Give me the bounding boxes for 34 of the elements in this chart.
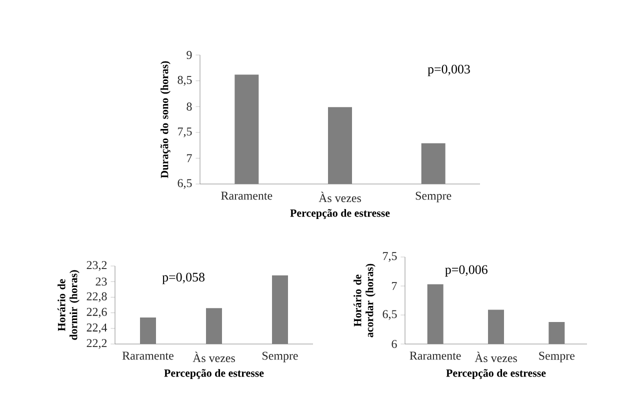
annotation: p=0,003 <box>428 64 470 76</box>
y-tick-label: 7 <box>187 154 192 162</box>
y-tick-label: 22,2 <box>86 339 107 349</box>
x-tick-label: Às vezes <box>474 352 517 362</box>
x-tick-label: Raramente <box>122 352 174 360</box>
y-tick-label: 22,8 <box>86 292 107 302</box>
x-tick-label: Às vezes <box>318 192 361 202</box>
y-tick-label: 6 <box>392 340 397 348</box>
y-tick-label: 6,5 <box>382 310 397 320</box>
y-tick-label: 22,6 <box>86 308 107 318</box>
x-tick-label: Sempre <box>262 352 298 362</box>
x-tick-label: Sempre <box>539 352 575 362</box>
x-tick-label: Raramente <box>410 352 461 360</box>
y-tick-label: 7 <box>392 282 397 290</box>
y-tick-label: 9 <box>186 50 192 60</box>
y-tick-label: 8 <box>186 102 192 111</box>
y-tick-label: 23 <box>96 278 107 286</box>
y-tick-label: 6,5 <box>178 179 192 189</box>
x-tick-label: Sempre <box>416 192 452 202</box>
x-axis-title: Percepção de estresse <box>164 369 264 380</box>
y-tick-label: 8,5 <box>178 76 192 86</box>
x-tick-label: Às vezes <box>192 352 235 362</box>
x-tick-label: Raramente <box>221 192 272 200</box>
x-axis-title: Percepção de estresse <box>446 369 546 380</box>
y-axis-title: Duração do sono (horas) <box>160 61 170 178</box>
y-tick-label: 7,5 <box>383 252 397 262</box>
y-axis-title: Horário de acordar (horas) <box>354 264 376 338</box>
x-axis-title: Percepção de estresse <box>290 209 390 220</box>
y-tick-label: 22,4 <box>86 324 108 334</box>
y-tick-label: 23,2 <box>86 261 107 271</box>
annotation: p=0,058 <box>162 272 205 284</box>
y-axis-title: Horário de dormir (horas) <box>58 270 80 340</box>
y-tick-label: 7,5 <box>178 128 192 138</box>
annotation: p=0,006 <box>445 265 488 277</box>
